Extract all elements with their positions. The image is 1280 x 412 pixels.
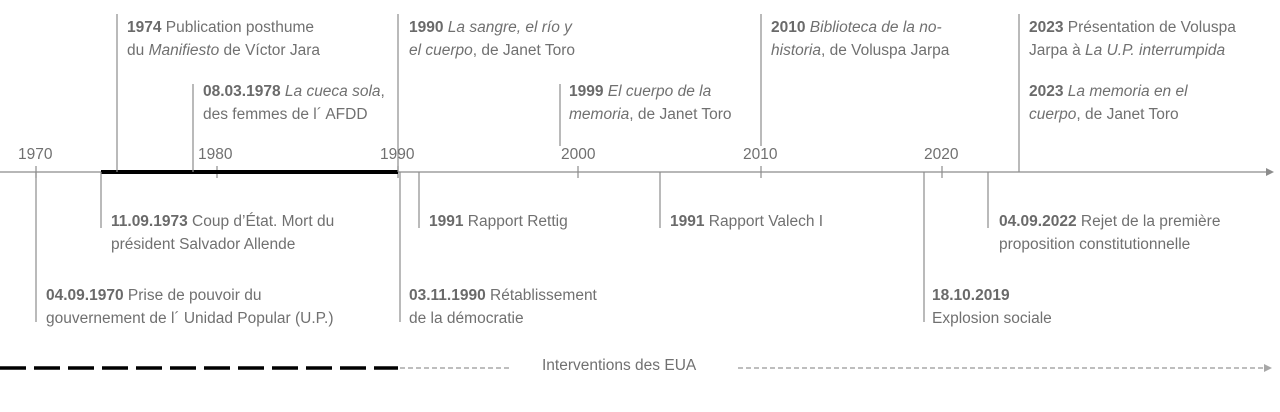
event-text-run: des femmes de l´ AFDD bbox=[203, 106, 368, 123]
event-line-2: Jarpa à La U.P. interrumpida bbox=[1029, 39, 1236, 62]
event-date: 1991 bbox=[670, 213, 705, 230]
event-text-run: el cuerpo bbox=[409, 42, 473, 59]
event-text-run: Rapport Rettig bbox=[463, 213, 568, 230]
event-date: 2023 bbox=[1029, 83, 1064, 100]
axis-arrowhead bbox=[1266, 168, 1274, 176]
event-2023-up-interrumpida: 2023 Présentation de Voluspa Jarpa à La U… bbox=[1029, 16, 1236, 62]
event-line-1: 2023 La memoria en el bbox=[1029, 80, 1188, 103]
event-date: 1990 bbox=[409, 19, 444, 36]
event-text-run: El cuerpo de la bbox=[607, 83, 712, 100]
event-2022-rejet: 04.09.2022 Rejet de la première propositi… bbox=[999, 210, 1220, 256]
event-date: 04.09.1970 bbox=[46, 287, 124, 304]
event-1991-valech: 1991 Rapport Valech I bbox=[670, 210, 823, 233]
event-line-1: 1974 Publication posthume bbox=[127, 16, 320, 39]
event-text-run: de Víctor Jara bbox=[219, 42, 321, 59]
event-text-run: gouvernement de l´ Unidad Popular (U.P.) bbox=[46, 310, 334, 327]
event-2019-explosion: 18.10.2019 Explosion sociale bbox=[932, 284, 1052, 330]
event-line-1: 03.11.1990 Rétablissement bbox=[409, 284, 597, 307]
event-1990-la-sangre: 1990 La sangre, el río y el cuerpo, de Ja… bbox=[409, 16, 575, 62]
event-2010-biblioteca: 2010 Biblioteca de la no-historia, de Vo… bbox=[771, 16, 949, 62]
year-label-2000: 2000 bbox=[561, 146, 596, 163]
event-text-run: Biblioteca de la no- bbox=[809, 19, 942, 36]
event-line-2: el cuerpo, de Janet Toro bbox=[409, 39, 575, 62]
event-date: 08.03.1978 bbox=[203, 83, 281, 100]
year-label-1970: 1970 bbox=[18, 146, 53, 163]
event-1973-coup: 11.09.1973 Coup d’État. Mort du président… bbox=[111, 210, 334, 256]
event-text-run: Rétablissement bbox=[485, 287, 597, 304]
event-text-run: Prise de pouvoir du bbox=[123, 287, 262, 304]
year-label-2010: 2010 bbox=[743, 146, 778, 163]
event-text-run: memoria bbox=[569, 106, 630, 123]
event-line-1: 2023 Présentation de Voluspa bbox=[1029, 16, 1236, 39]
event-text-run: Jarpa à bbox=[1029, 42, 1086, 59]
event-date: 1974 bbox=[127, 19, 162, 36]
event-line-2: du Manifiesto de Víctor Jara bbox=[127, 39, 320, 62]
event-text-run: , de Voluspa Jarpa bbox=[820, 42, 950, 59]
event-date: 2023 bbox=[1029, 19, 1064, 36]
event-1978-cueca-sola: 08.03.1978 La cueca sola, des femmes de l… bbox=[203, 80, 385, 126]
event-text-run: Présentation de Voluspa bbox=[1063, 19, 1236, 36]
year-label-2020: 2020 bbox=[924, 146, 959, 163]
event-line-2: de la démocratie bbox=[409, 307, 597, 330]
event-text-run: de la démocratie bbox=[409, 310, 524, 327]
event-date: 18.10.2019 bbox=[932, 287, 1010, 304]
event-2023-memoria-cuerpo: 2023 La memoria en el cuerpo, de Janet To… bbox=[1029, 80, 1188, 126]
event-date: 2010 bbox=[771, 19, 806, 36]
event-line-2: memoria, de Janet Toro bbox=[569, 103, 732, 126]
event-1974-manifiesto: 1974 Publication posthume du Manifiesto d… bbox=[127, 16, 320, 62]
event-line-2: cuerpo, de Janet Toro bbox=[1029, 103, 1188, 126]
event-text-run: cuerpo bbox=[1029, 106, 1077, 123]
event-text-run: , de Janet Toro bbox=[472, 42, 576, 59]
event-date: 1999 bbox=[569, 83, 604, 100]
event-date: 03.11.1990 bbox=[409, 287, 486, 304]
event-text-run: La cueca sola bbox=[284, 83, 381, 100]
event-line-1: 11.09.1973 Coup d’État. Mort du bbox=[111, 210, 334, 233]
legend-arrowhead bbox=[1264, 364, 1272, 372]
event-text-run: Rapport Valech I bbox=[704, 213, 824, 230]
event-line-2: des femmes de l´ AFDD bbox=[203, 103, 385, 126]
event-line-1: 08.03.1978 La cueca sola, bbox=[203, 80, 385, 103]
event-line-2: président Salvador Allende bbox=[111, 233, 334, 256]
year-label-1990: 1990 bbox=[380, 146, 415, 163]
event-text-run: La U.P. interrumpida bbox=[1085, 42, 1226, 59]
event-date: 11.09.1973 bbox=[111, 213, 188, 230]
event-1970-up: 04.09.1970 Prise de pouvoir du gouverneme… bbox=[46, 284, 333, 330]
event-line-2: Explosion sociale bbox=[932, 307, 1052, 330]
event-line-1: 18.10.2019 bbox=[932, 284, 1052, 307]
event-line-2: proposition constitutionnelle bbox=[999, 233, 1220, 256]
event-date: 04.09.2022 bbox=[999, 213, 1077, 230]
event-text-run: Rejet de la première bbox=[1076, 213, 1221, 230]
event-text-run: du bbox=[127, 42, 149, 59]
event-1990-democratie: 03.11.1990 Rétablissement de la démocrati… bbox=[409, 284, 597, 330]
event-text-run: Manifiesto bbox=[148, 42, 220, 59]
event-line-1: 04.09.1970 Prise de pouvoir du bbox=[46, 284, 333, 307]
event-text-run: , de Janet Toro bbox=[1076, 106, 1179, 123]
event-text-run: , de Janet Toro bbox=[629, 106, 732, 123]
event-line-1: 1999 El cuerpo de la bbox=[569, 80, 732, 103]
event-line-1: 1991 Rapport Rettig bbox=[429, 210, 568, 233]
event-line-1: 2010 Biblioteca de la no- bbox=[771, 16, 949, 39]
event-text-run: La memoria en el bbox=[1067, 83, 1188, 100]
event-line-1: 1990 La sangre, el río y bbox=[409, 16, 575, 39]
event-text-run: proposition constitutionnelle bbox=[999, 236, 1191, 253]
event-line-1: 1991 Rapport Valech I bbox=[670, 210, 823, 233]
event-date: 1991 bbox=[429, 213, 464, 230]
event-text-run: La sangre, el río y bbox=[447, 19, 572, 36]
event-text-run: historia bbox=[771, 42, 821, 59]
legend-label: Interventions des EUA bbox=[542, 357, 697, 374]
event-line-2: historia, de Voluspa Jarpa bbox=[771, 39, 949, 62]
event-text-run: Explosion sociale bbox=[932, 310, 1052, 327]
event-text-run: Publication posthume bbox=[161, 19, 314, 36]
year-label-1980: 1980 bbox=[198, 146, 233, 163]
event-text-run: Coup d’État. Mort du bbox=[187, 213, 335, 230]
event-1999-cuerpo-memoria: 1999 El cuerpo de la memoria, de Janet To… bbox=[569, 80, 732, 126]
event-1991-rettig: 1991 Rapport Rettig bbox=[429, 210, 568, 233]
event-text-run: , bbox=[380, 83, 385, 100]
event-line-2: gouvernement de l´ Unidad Popular (U.P.) bbox=[46, 307, 333, 330]
event-text-run: président Salvador Allende bbox=[111, 236, 296, 253]
event-line-1: 04.09.2022 Rejet de la première bbox=[999, 210, 1220, 233]
